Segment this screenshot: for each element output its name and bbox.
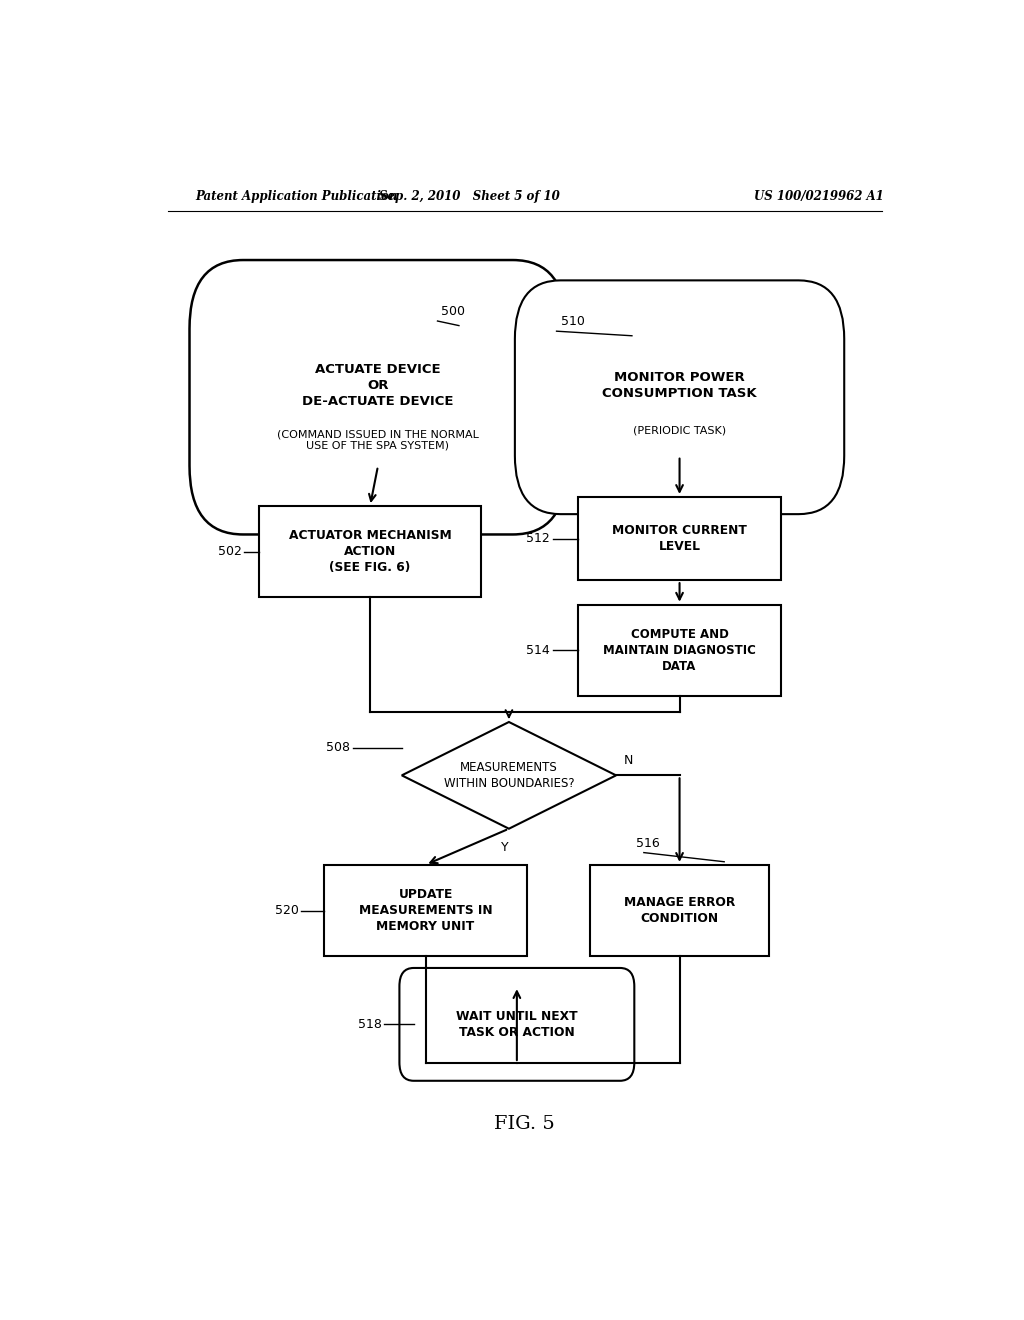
FancyBboxPatch shape — [399, 968, 634, 1081]
Text: 502: 502 — [218, 545, 242, 558]
Bar — [579, 605, 780, 696]
Text: 516: 516 — [636, 837, 659, 850]
Text: (COMMAND ISSUED IN THE NORMAL
USE OF THE SPA SYSTEM): (COMMAND ISSUED IN THE NORMAL USE OF THE… — [278, 429, 479, 450]
Bar — [579, 496, 780, 581]
Text: 508: 508 — [327, 742, 350, 755]
Text: Sep. 2, 2010   Sheet 5 of 10: Sep. 2, 2010 Sheet 5 of 10 — [379, 190, 560, 202]
Text: US 100/0219962 A1: US 100/0219962 A1 — [754, 190, 884, 202]
Text: 514: 514 — [526, 644, 550, 657]
Text: MONITOR CURRENT
LEVEL: MONITOR CURRENT LEVEL — [612, 524, 746, 553]
Text: COMPUTE AND
MAINTAIN DIAGNOSTIC
DATA: COMPUTE AND MAINTAIN DIAGNOSTIC DATA — [603, 628, 756, 673]
Text: 510: 510 — [560, 315, 585, 329]
Text: MONITOR POWER
CONSUMPTION TASK: MONITOR POWER CONSUMPTION TASK — [602, 371, 757, 400]
Text: ACTUATOR MECHANISM
ACTION
(SEE FIG. 6): ACTUATOR MECHANISM ACTION (SEE FIG. 6) — [289, 529, 452, 574]
Text: 518: 518 — [358, 1018, 382, 1031]
FancyBboxPatch shape — [515, 280, 844, 515]
Text: UPDATE
MEASUREMENTS IN
MEMORY UNIT: UPDATE MEASUREMENTS IN MEMORY UNIT — [358, 888, 493, 933]
Text: 512: 512 — [526, 532, 550, 545]
Text: MEASUREMENTS
WITHIN BOUNDARIES?: MEASUREMENTS WITHIN BOUNDARIES? — [443, 760, 574, 789]
Text: Patent Application Publication: Patent Application Publication — [196, 190, 398, 202]
Text: WAIT UNTIL NEXT
TASK OR ACTION: WAIT UNTIL NEXT TASK OR ACTION — [456, 1010, 578, 1039]
FancyBboxPatch shape — [189, 260, 566, 535]
Bar — [325, 865, 526, 956]
Text: 500: 500 — [441, 305, 466, 318]
Text: ACTUATE DEVICE
OR
DE-ACTUATE DEVICE: ACTUATE DEVICE OR DE-ACTUATE DEVICE — [302, 363, 454, 408]
Text: FIG. 5: FIG. 5 — [495, 1115, 555, 1133]
Text: 520: 520 — [274, 904, 299, 917]
Bar — [590, 865, 769, 956]
Text: (PERIODIC TASK): (PERIODIC TASK) — [633, 426, 726, 436]
Text: Y: Y — [501, 841, 509, 854]
Text: N: N — [624, 754, 634, 767]
Bar — [259, 506, 481, 598]
Text: MANAGE ERROR
CONDITION: MANAGE ERROR CONDITION — [624, 896, 735, 925]
Polygon shape — [401, 722, 616, 829]
